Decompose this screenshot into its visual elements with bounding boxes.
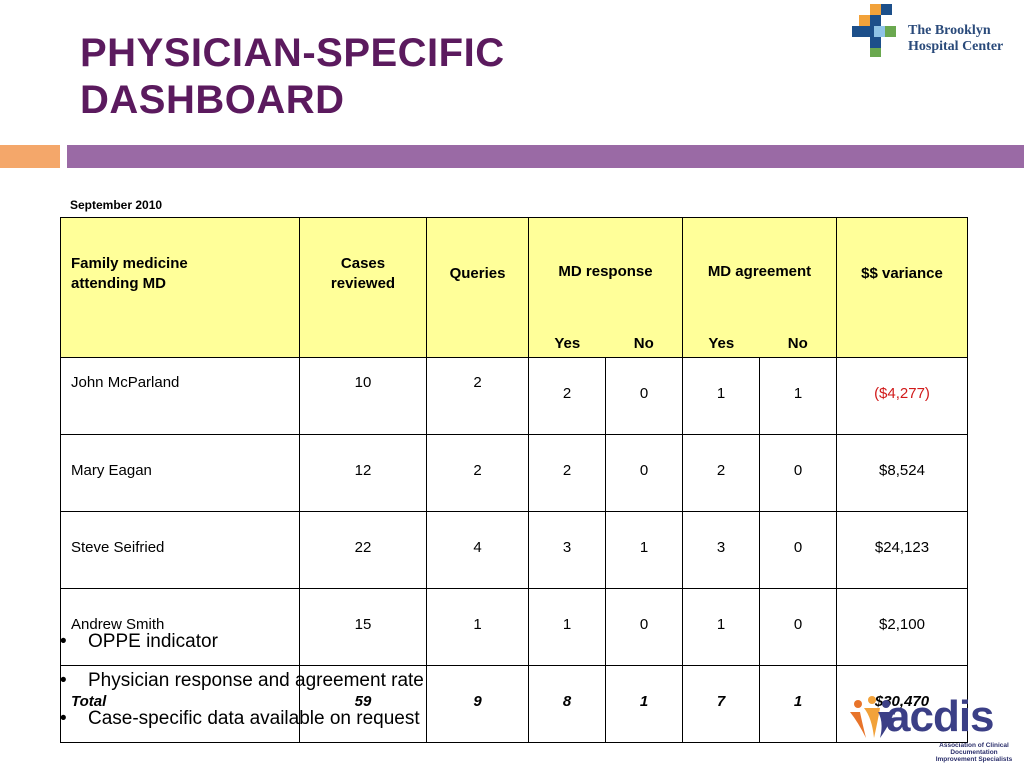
header-physician: Family medicine attending MD	[60, 217, 300, 358]
acdis-tagline-line-2: Improvement Specialists	[935, 756, 1013, 763]
subheader-agreement-no: No	[759, 330, 837, 358]
cell-response-yes: 2	[528, 357, 606, 435]
bullet-text: Physician response and agreement rate	[88, 669, 424, 691]
title-line-2: DASHBOARD	[80, 78, 345, 122]
header-physician-line-1: Family medicine	[71, 255, 188, 272]
hospital-name-line-2: Hospital Center	[908, 39, 1004, 54]
hospital-name-line-1: The Brooklyn	[908, 23, 991, 38]
subheader-response-yes: Yes	[528, 330, 606, 358]
cell-response-no: 0	[605, 357, 683, 435]
acdis-logo: acdis Association of Clinical Documentat…	[848, 692, 1018, 763]
cell-variance: $2,100	[836, 588, 968, 666]
header-md-response-label: MD response	[558, 263, 653, 280]
header-row: Family medicine attending MD Cases revie…	[60, 217, 968, 358]
bullet-item: • OPPE indicator	[60, 630, 424, 669]
cell-cases: 12	[299, 434, 427, 512]
subheader-agreement-yes: Yes	[682, 330, 760, 358]
header-md-response: MD response	[528, 217, 683, 330]
cell-agreement-yes: 1	[682, 588, 760, 666]
total-response-yes: 8	[528, 665, 606, 743]
total-agreement-no: 1	[759, 665, 837, 743]
bullet-dot: •	[60, 708, 67, 729]
total-cases: 59	[299, 665, 427, 743]
header-md-agreement: MD agreement	[682, 217, 837, 330]
total-queries: 9	[426, 665, 529, 743]
cell-cases: 22	[299, 511, 427, 589]
header-variance-label: $$ variance	[861, 265, 943, 282]
acdis-tagline-line-1: Association of Clinical Documentation	[939, 742, 1009, 756]
header-md-agreement-label: MD agreement	[707, 263, 812, 280]
hospital-cross-logo-icon	[852, 4, 896, 57]
report-period: September 2010	[70, 198, 163, 212]
cell-response-yes: 1	[528, 588, 606, 666]
cell-queries: 1	[426, 588, 529, 666]
cell-queries: 2	[426, 434, 529, 512]
cell-response-yes: 3	[528, 511, 606, 589]
slide-title: PHYSICIAN-SPECIFIC DASHBOARD	[80, 30, 505, 124]
cell-variance: $8,524	[836, 434, 968, 512]
header-physician-line-2: attending MD	[71, 275, 166, 292]
cell-queries: 4	[426, 511, 529, 589]
cell-variance: ($4,277)	[836, 357, 968, 435]
accent-bar-orange	[0, 145, 60, 168]
header-cases: Cases reviewed	[299, 217, 427, 358]
cell-agreement-yes: 3	[682, 511, 760, 589]
cell-agreement-no: 0	[759, 434, 837, 512]
cell-response-no: 0	[605, 434, 683, 512]
cell-response-no: 0	[605, 588, 683, 666]
physician-dashboard-table: Family medicine attending MD Cases revie…	[60, 217, 968, 743]
header-queries: Queries	[426, 217, 529, 358]
bullet-dot: •	[60, 669, 67, 691]
cell-agreement-yes: 2	[682, 434, 760, 512]
bullet-dot: •	[60, 631, 67, 652]
bullet-item: • Physician response and agreement rate	[60, 669, 424, 708]
cell-queries: 2	[426, 357, 529, 435]
brooklyn-hospital-logo: The Brooklyn Hospital Center	[850, 2, 1022, 60]
table-row: Mary Eagan 12 2 2 0 2 0 $8,524	[60, 434, 968, 512]
cell-cases: 10	[299, 357, 427, 435]
cell-physician-name: John McParland	[60, 357, 300, 435]
cell-agreement-yes: 1	[682, 357, 760, 435]
acdis-tagline: Association of Clinical Documentation Im…	[930, 742, 1018, 763]
cell-response-yes: 2	[528, 434, 606, 512]
acdis-wordmark: acdis	[886, 692, 995, 741]
subheader-row: Yes No Yes No	[61, 330, 968, 358]
total-agreement-yes: 7	[682, 665, 760, 743]
total-response-no: 1	[605, 665, 683, 743]
acdis-people-logo-icon	[850, 696, 894, 738]
cell-agreement-no: 0	[759, 588, 837, 666]
bullet-item: • Case-specific data available on reques…	[60, 707, 424, 746]
table-row: John McParland 10 2 2 0 1 1 ($4,277)	[60, 357, 968, 435]
total-label: Total	[60, 665, 300, 743]
bullet-text: OPPE indicator	[88, 631, 218, 652]
cell-agreement-no: 0	[759, 511, 837, 589]
header-cases-line-2: reviewed	[330, 275, 396, 292]
header-variance: $$ variance	[836, 217, 968, 358]
header-queries-label: Queries	[449, 265, 506, 282]
table-row: Steve Seifried 22 4 3 1 3 0 $24,123	[60, 511, 968, 589]
hospital-name: The Brooklyn Hospital Center	[908, 23, 1024, 55]
title-line-1: PHYSICIAN-SPECIFIC	[80, 31, 505, 75]
cell-response-no: 1	[605, 511, 683, 589]
cell-physician-name: Steve Seifried	[60, 511, 300, 589]
accent-bar-purple	[67, 145, 1024, 168]
cell-agreement-no: 1	[759, 357, 837, 435]
cell-physician-name: Mary Eagan	[60, 434, 300, 512]
cell-variance: $24,123	[836, 511, 968, 589]
bullet-text: Case-specific data available on request	[88, 708, 420, 729]
subheader-response-no: No	[605, 330, 683, 358]
header-cases-line-1: Cases	[340, 255, 386, 272]
bullet-list: • OPPE indicator • Physician response an…	[60, 630, 424, 746]
